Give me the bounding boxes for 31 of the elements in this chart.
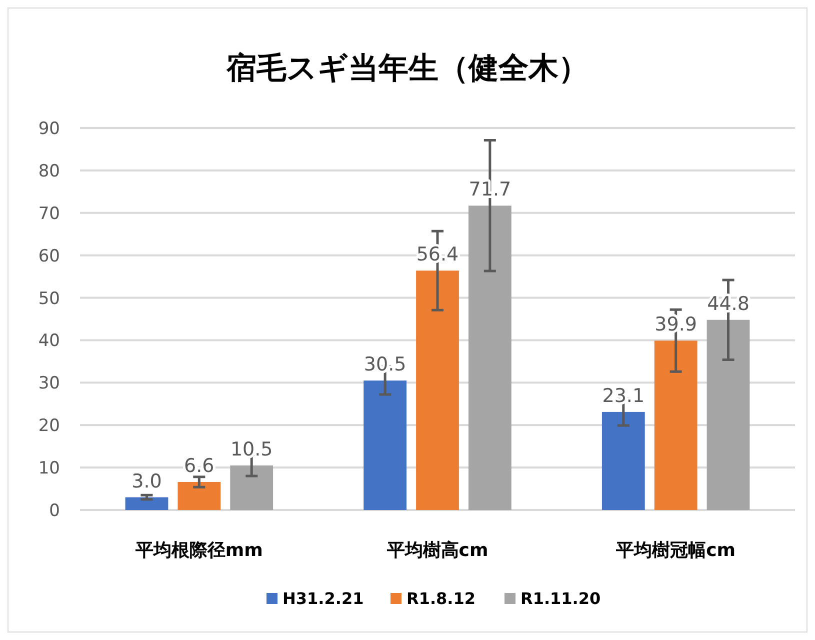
y-tick-label: 20 <box>38 416 60 436</box>
y-tick-label: 10 <box>38 458 60 479</box>
x-tick-label: 平均樹冠幅cm <box>615 540 736 561</box>
bar <box>416 270 459 510</box>
legend-label: R1.11.20 <box>520 589 601 608</box>
chart-title: 宿毛スギ当年生（健全木） <box>226 51 588 86</box>
y-tick-label: 90 <box>38 119 60 139</box>
y-tick-label: 70 <box>38 204 60 224</box>
y-tick-label: 50 <box>38 288 60 309</box>
bar <box>602 412 645 510</box>
data-label: 3.0 <box>132 470 162 492</box>
data-label: 6.6 <box>184 454 214 477</box>
bar <box>230 465 274 510</box>
bar <box>364 380 407 510</box>
data-label: 10.5 <box>230 438 273 460</box>
legend-label: R1.8.12 <box>406 589 476 608</box>
y-tick-label: 30 <box>38 374 60 394</box>
legend-label: H31.2.21 <box>282 589 364 608</box>
x-tick-label: 平均根際径mm <box>134 540 263 561</box>
y-tick-label: 0 <box>49 501 60 521</box>
data-label: 30.5 <box>364 354 406 376</box>
bar <box>125 497 168 510</box>
bar <box>468 206 512 510</box>
bar <box>178 482 221 510</box>
bar <box>706 320 750 510</box>
x-tick-label: 平均樹高cm <box>386 540 488 561</box>
y-tick-label: 80 <box>38 161 60 182</box>
y-tick-label: 60 <box>38 246 60 266</box>
data-label: 23.1 <box>602 384 645 407</box>
bar <box>654 340 698 510</box>
y-tick-label: 40 <box>38 331 60 352</box>
